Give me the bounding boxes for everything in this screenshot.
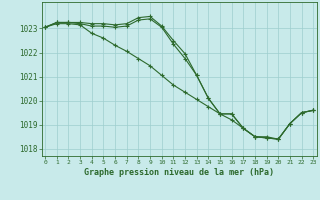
X-axis label: Graphe pression niveau de la mer (hPa): Graphe pression niveau de la mer (hPa) (84, 168, 274, 177)
